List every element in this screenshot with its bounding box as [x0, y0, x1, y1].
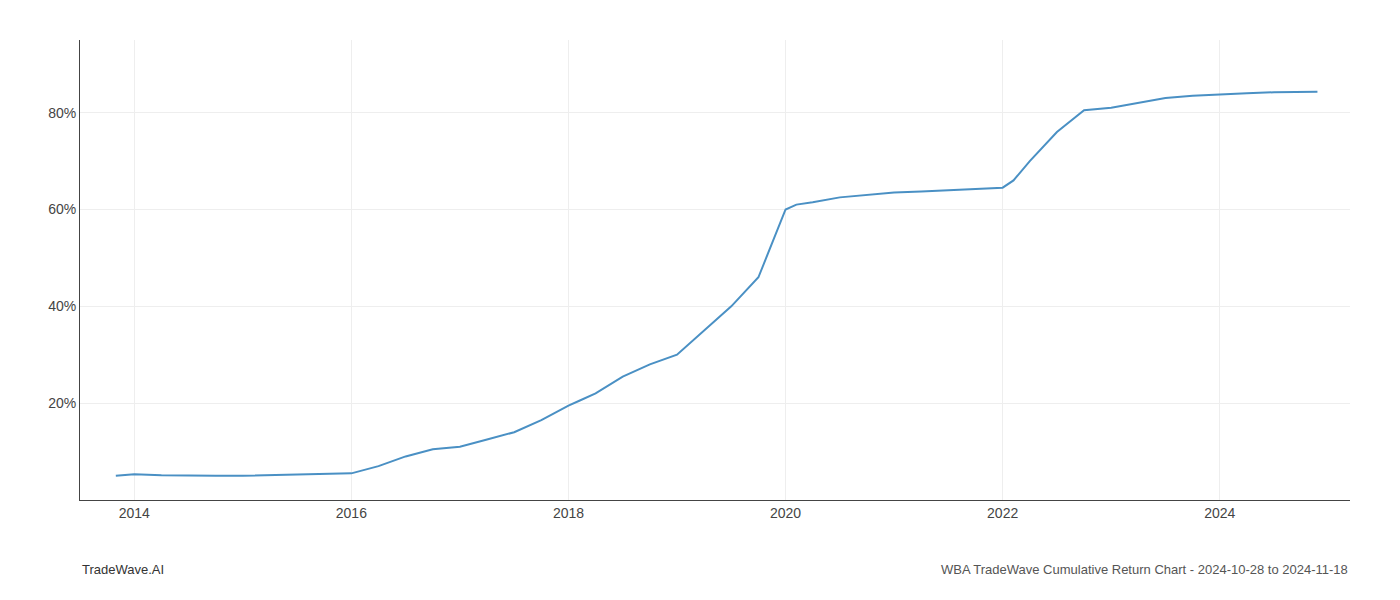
svg-text:2016: 2016	[336, 505, 367, 521]
svg-text:20%: 20%	[48, 395, 76, 411]
svg-text:80%: 80%	[48, 105, 76, 121]
svg-text:2024: 2024	[1204, 505, 1235, 521]
svg-text:2020: 2020	[770, 505, 801, 521]
svg-text:WBA TradeWave Cumulative Retur: WBA TradeWave Cumulative Return Chart - …	[941, 562, 1348, 577]
svg-text:2014: 2014	[119, 505, 150, 521]
svg-text:60%: 60%	[48, 201, 76, 217]
svg-text:40%: 40%	[48, 298, 76, 314]
svg-text:2018: 2018	[553, 505, 584, 521]
svg-text:TradeWave.AI: TradeWave.AI	[82, 562, 164, 577]
svg-text:2022: 2022	[987, 505, 1018, 521]
